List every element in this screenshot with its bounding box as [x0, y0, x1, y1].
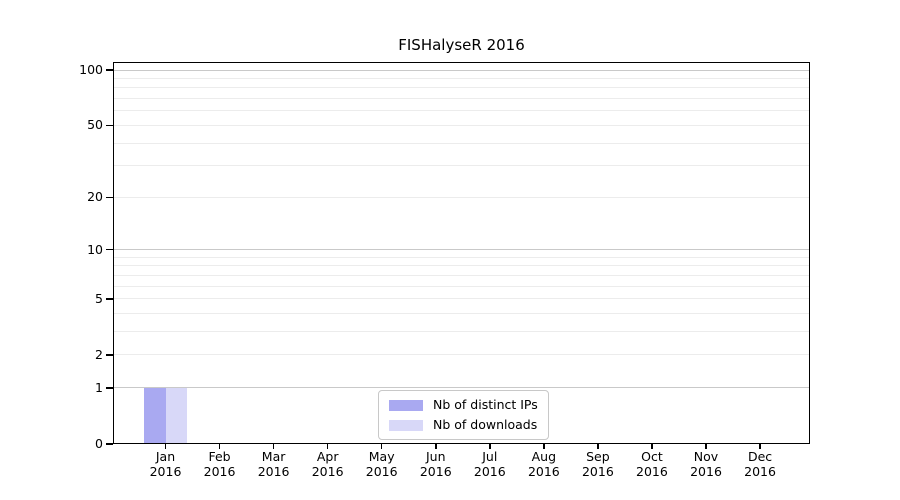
x-tick-label-aug: Aug 2016 — [516, 449, 572, 479]
x-tick-label-mar: Mar 2016 — [246, 449, 302, 479]
gridline-3 — [113, 331, 810, 333]
x-tick-label-feb: Feb 2016 — [192, 449, 248, 479]
gridline-5 — [113, 298, 810, 300]
x-tick-label-nov: Nov 2016 — [678, 449, 734, 479]
gridline-50 — [113, 124, 810, 126]
x-tick-label-year: 2016 — [257, 464, 290, 479]
x-tick-label-month: Jan — [155, 449, 176, 464]
x-tick-aug — [543, 444, 545, 449]
gridline-90 — [113, 77, 810, 79]
x-tick-apr — [326, 444, 329, 449]
gridline-10 — [113, 249, 810, 251]
legend-label: Nb of distinct IPs — [433, 397, 538, 412]
x-tick-mar — [272, 444, 275, 449]
x-tick-sep — [597, 444, 599, 449]
x-tick-label-dec: Dec 2016 — [732, 449, 788, 479]
legend-label: Nb of downloads — [433, 417, 538, 432]
y-tick-label-0: 0 — [95, 436, 103, 451]
x-tick-label-year: 2016 — [636, 464, 668, 479]
x-tick-label-jun: Jun 2016 — [408, 449, 464, 479]
bar-nb-of-downloads-jan — [165, 387, 187, 444]
legend-entry: Nb of distinct IPs — [389, 397, 538, 413]
y-tick-2 — [106, 354, 113, 356]
x-tick-label-year: 2016 — [365, 464, 398, 479]
x-tick-label-sep: Sep 2016 — [570, 449, 626, 479]
y-tick-50 — [106, 124, 113, 127]
x-tick-label-month: Sep — [586, 449, 610, 464]
y-tick-1 — [106, 387, 113, 389]
y-tick-0 — [106, 443, 113, 445]
chart-title: FISHalyseR 2016 — [398, 36, 525, 54]
gridline-40 — [113, 142, 810, 144]
y-tick-label-100: 100 — [79, 62, 103, 77]
gridline-4 — [113, 313, 810, 315]
gridline-8 — [113, 265, 810, 267]
y-tick-label-1: 1 — [95, 379, 103, 395]
gridline-80 — [113, 87, 810, 89]
x-tick-label-year: 2016 — [744, 464, 776, 479]
x-tick-label-month: May — [368, 449, 395, 464]
x-tick-oct — [651, 444, 653, 449]
x-tick-label-oct: Oct 2016 — [624, 449, 680, 479]
x-tick-jul — [489, 444, 491, 449]
x-tick-jan — [164, 444, 167, 449]
x-tick-label-month: Dec — [747, 449, 773, 464]
gridline-6 — [113, 285, 810, 287]
x-tick-may — [380, 444, 383, 449]
x-tick-label-jul: Jul 2016 — [462, 449, 518, 479]
x-tick-label-year: 2016 — [419, 464, 452, 479]
x-tick-label-year: 2016 — [690, 464, 722, 479]
x-tick-nov — [705, 444, 707, 449]
x-tick-label-year: 2016 — [311, 464, 344, 479]
x-tick-label-month: Jun — [425, 449, 446, 464]
x-tick-label-year: 2016 — [473, 464, 506, 479]
gridline-20 — [113, 196, 810, 198]
legend: Nb of distinct IPs Nb of downloads — [378, 390, 549, 440]
gridline-2 — [113, 354, 810, 356]
gridline-9 — [113, 256, 810, 258]
x-tick-label-month: Mar — [261, 449, 286, 464]
bar-nb-of-distinct-ips-jan — [144, 387, 166, 444]
x-tick-label-year: 2016 — [203, 464, 236, 479]
y-tick-5 — [106, 298, 113, 300]
x-tick-label-jan: Jan 2016 — [138, 449, 194, 479]
x-tick-label-month: Apr — [316, 449, 339, 464]
gridline-1 — [113, 387, 810, 389]
x-tick-label-year: 2016 — [581, 464, 614, 479]
gridline-60 — [113, 110, 810, 112]
gridline-30 — [113, 165, 810, 167]
legend-swatch — [389, 419, 423, 431]
x-tick-label-month: Aug — [531, 449, 557, 464]
x-tick-label-month: Feb — [208, 449, 231, 464]
y-tick-label-10: 10 — [87, 241, 103, 257]
y-tick-10 — [106, 248, 113, 251]
x-tick-label-may: May 2016 — [354, 449, 410, 479]
x-tick-label-year: 2016 — [149, 464, 182, 479]
gridline-7 — [113, 274, 810, 276]
y-tick-label-2: 2 — [95, 346, 103, 362]
x-tick-label-month: Nov — [693, 449, 719, 464]
x-tick-label-month: Jul — [482, 449, 498, 464]
y-tick-label-20: 20 — [87, 189, 103, 205]
gridline-70 — [113, 98, 810, 100]
legend-entry: Nb of downloads — [389, 417, 538, 433]
x-tick-dec — [759, 444, 761, 449]
x-tick-label-apr: Apr 2016 — [300, 449, 356, 479]
y-tick-label-50: 50 — [87, 117, 103, 133]
y-tick-20 — [106, 196, 113, 199]
plot-area — [113, 62, 810, 444]
x-tick-label-month: Oct — [641, 449, 663, 464]
gridline-100 — [113, 69, 810, 71]
legend-swatch — [389, 399, 423, 411]
x-tick-label-year: 2016 — [527, 464, 560, 479]
y-tick-100 — [106, 69, 113, 71]
x-tick-jun — [435, 444, 437, 449]
y-tick-label-5: 5 — [95, 290, 103, 306]
x-tick-feb — [218, 444, 221, 449]
